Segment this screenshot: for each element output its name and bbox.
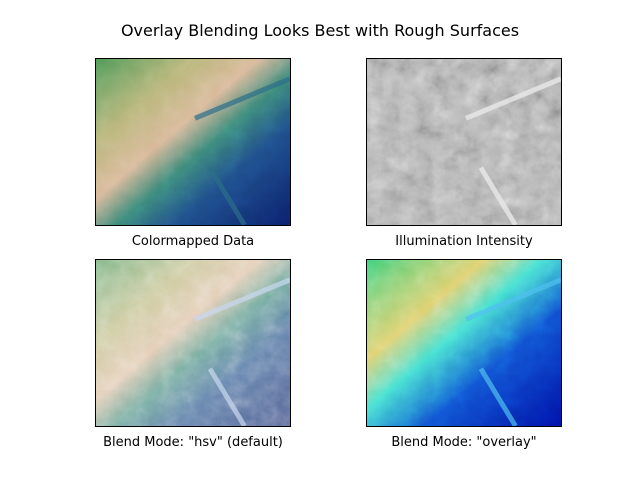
panel-label-illumination: Illumination Intensity bbox=[395, 234, 533, 249]
blend-overlay-image bbox=[366, 259, 562, 427]
panel-label-colormapped: Colormapped Data bbox=[131, 234, 255, 249]
colormapped-data-image bbox=[95, 58, 291, 226]
illumination-intensity-image bbox=[366, 58, 562, 226]
panel-label-overlay: Blend Mode: "overlay" bbox=[391, 435, 537, 450]
figure-title: Overlay Blending Looks Best with Rough S… bbox=[120, 21, 520, 40]
blend-hsv-image bbox=[95, 259, 291, 427]
panel-label-hsv: Blend Mode: "hsv" (default) bbox=[103, 435, 283, 450]
